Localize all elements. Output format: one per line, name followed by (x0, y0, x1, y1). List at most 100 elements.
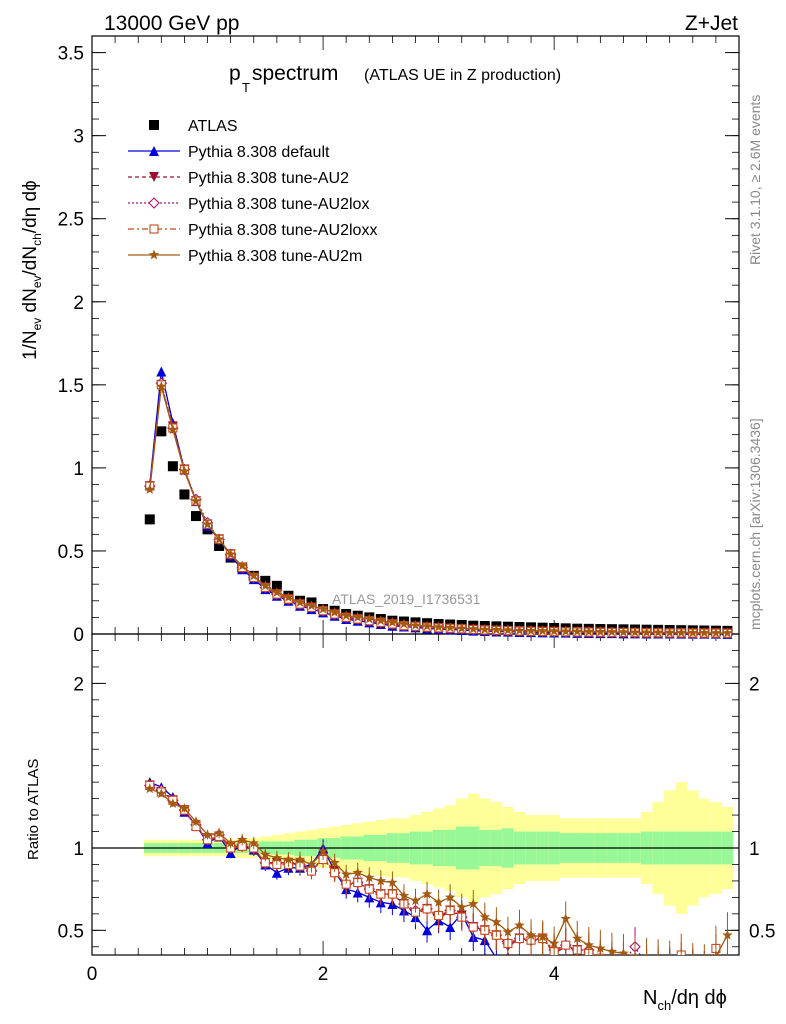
ratio-point (491, 916, 502, 927)
main-point (710, 627, 722, 638)
main-axes: 0 0.5 1 1.5 2 2.5 3 3.5 (58, 35, 740, 646)
main-point (271, 580, 282, 591)
ratio-point (495, 953, 498, 955)
ratio-point (629, 951, 641, 955)
legend-marker (149, 172, 159, 182)
ratio-point (398, 890, 410, 901)
ratio-point (653, 962, 663, 972)
ratio-point (645, 952, 648, 955)
side-text-rivet: Rivet 3.1.10, ≥ 2.6M events (747, 95, 763, 265)
ratio-point (248, 837, 259, 848)
main-point (156, 381, 167, 391)
ratio-point (665, 963, 675, 973)
main-point (387, 616, 398, 627)
ratio-data (143, 777, 733, 986)
ratio-uncertainty-bands (92, 782, 739, 914)
ylabel-main-a: 1/N (20, 330, 41, 360)
ratio-ytick-label: 2 (73, 674, 84, 695)
legend: ATLAS Pythia 8.308 default Pythia 8.308 tu… (128, 118, 377, 265)
main-point (248, 570, 259, 581)
main-point (548, 625, 560, 636)
ratio-ytick-label: 1 (73, 839, 84, 860)
ratio-series-4 (144, 783, 733, 955)
ratio-point (317, 845, 329, 856)
title-sub: T (242, 80, 250, 95)
main-point (352, 611, 363, 622)
ratio-point (190, 816, 202, 827)
main-point (294, 596, 306, 607)
main-point (190, 511, 201, 522)
legend-label: Pythia 8.308 tune-AU2lox (188, 196, 369, 213)
ylabel-ratio: Ratio to ATLAS (25, 759, 42, 860)
title-note: (ATLAS UE in Z production) (364, 67, 561, 84)
main-point (364, 613, 375, 624)
main-ytick-label: 2 (73, 293, 84, 314)
ratio-point (723, 971, 731, 979)
xlabel: Nch/dη dϕ (643, 987, 727, 1013)
ratio-point (595, 942, 606, 953)
ratio-point (479, 911, 491, 922)
ratio-point (329, 857, 340, 868)
ratio-point (688, 966, 698, 976)
ratio-point (306, 859, 317, 869)
ratio-point (144, 783, 155, 794)
main-point (260, 580, 271, 591)
ratio-point (710, 951, 722, 955)
xlabel-sub: ch (657, 998, 671, 1013)
title-word: spectrum (252, 62, 338, 85)
main-ytick-label: 3 (73, 127, 84, 148)
ratio-point (630, 962, 640, 972)
ratio-point (666, 966, 674, 974)
ratio-point (619, 958, 627, 966)
ratio-point (375, 875, 387, 886)
main-point (237, 560, 248, 571)
ratio-point (387, 877, 398, 887)
ratio-point (676, 968, 686, 978)
ratio-point (642, 960, 652, 970)
ylabel-main: 1/Nev dNev/dNch/dη dϕ (20, 180, 44, 360)
ratio-point (561, 940, 571, 950)
ratio-point (595, 954, 606, 955)
legend-marker (148, 249, 160, 260)
ratio-point (560, 913, 571, 924)
ratio-point (654, 964, 662, 972)
main-ytick-label: 2.5 (58, 210, 84, 231)
ratio-point (595, 976, 605, 986)
main-point (179, 489, 190, 500)
ratio-point (167, 798, 179, 808)
title-p: p (229, 62, 241, 85)
legend-label: Pythia 8.308 default (188, 144, 330, 161)
ratio-point (352, 867, 363, 878)
ratio-point (608, 956, 616, 964)
ratio-point (422, 925, 433, 936)
main-point (687, 627, 698, 638)
ratio-point (618, 957, 628, 967)
ratio-point (364, 872, 375, 883)
main-point (618, 626, 629, 637)
main-point (676, 627, 687, 638)
legend-entry-2: Pythia 8.308 tune-AU2 (128, 170, 349, 187)
ratio-point (456, 901, 467, 912)
ratio-point (700, 969, 708, 977)
ratio-ytick-label-right: 0.5 (749, 921, 775, 942)
ratio-point (468, 898, 479, 909)
ratio-point (514, 958, 524, 968)
ratio-point (444, 891, 456, 902)
legend-entry-5: Pythia 8.308 tune-AU2m (128, 248, 362, 265)
main-point (525, 625, 537, 636)
ratio-point (722, 929, 733, 940)
ratio-point (561, 968, 571, 978)
xlabel-n: N (643, 987, 657, 1009)
main-point (537, 625, 548, 636)
legend-label: Pythia 8.308 tune-AU2loxx (188, 222, 377, 239)
ratio-point (537, 931, 548, 942)
main-point (468, 623, 479, 634)
legend-entry-3: Pythia 8.308 tune-AU2lox (128, 196, 369, 213)
xtick-label: 2 (318, 964, 329, 985)
main-point (572, 626, 583, 636)
ratio-point (631, 961, 639, 969)
header-left: 13000 GeV pp (104, 12, 239, 35)
ratio-point (572, 971, 582, 981)
ratio-point (618, 957, 628, 967)
ratio-ytick-label: 0.5 (58, 921, 84, 942)
